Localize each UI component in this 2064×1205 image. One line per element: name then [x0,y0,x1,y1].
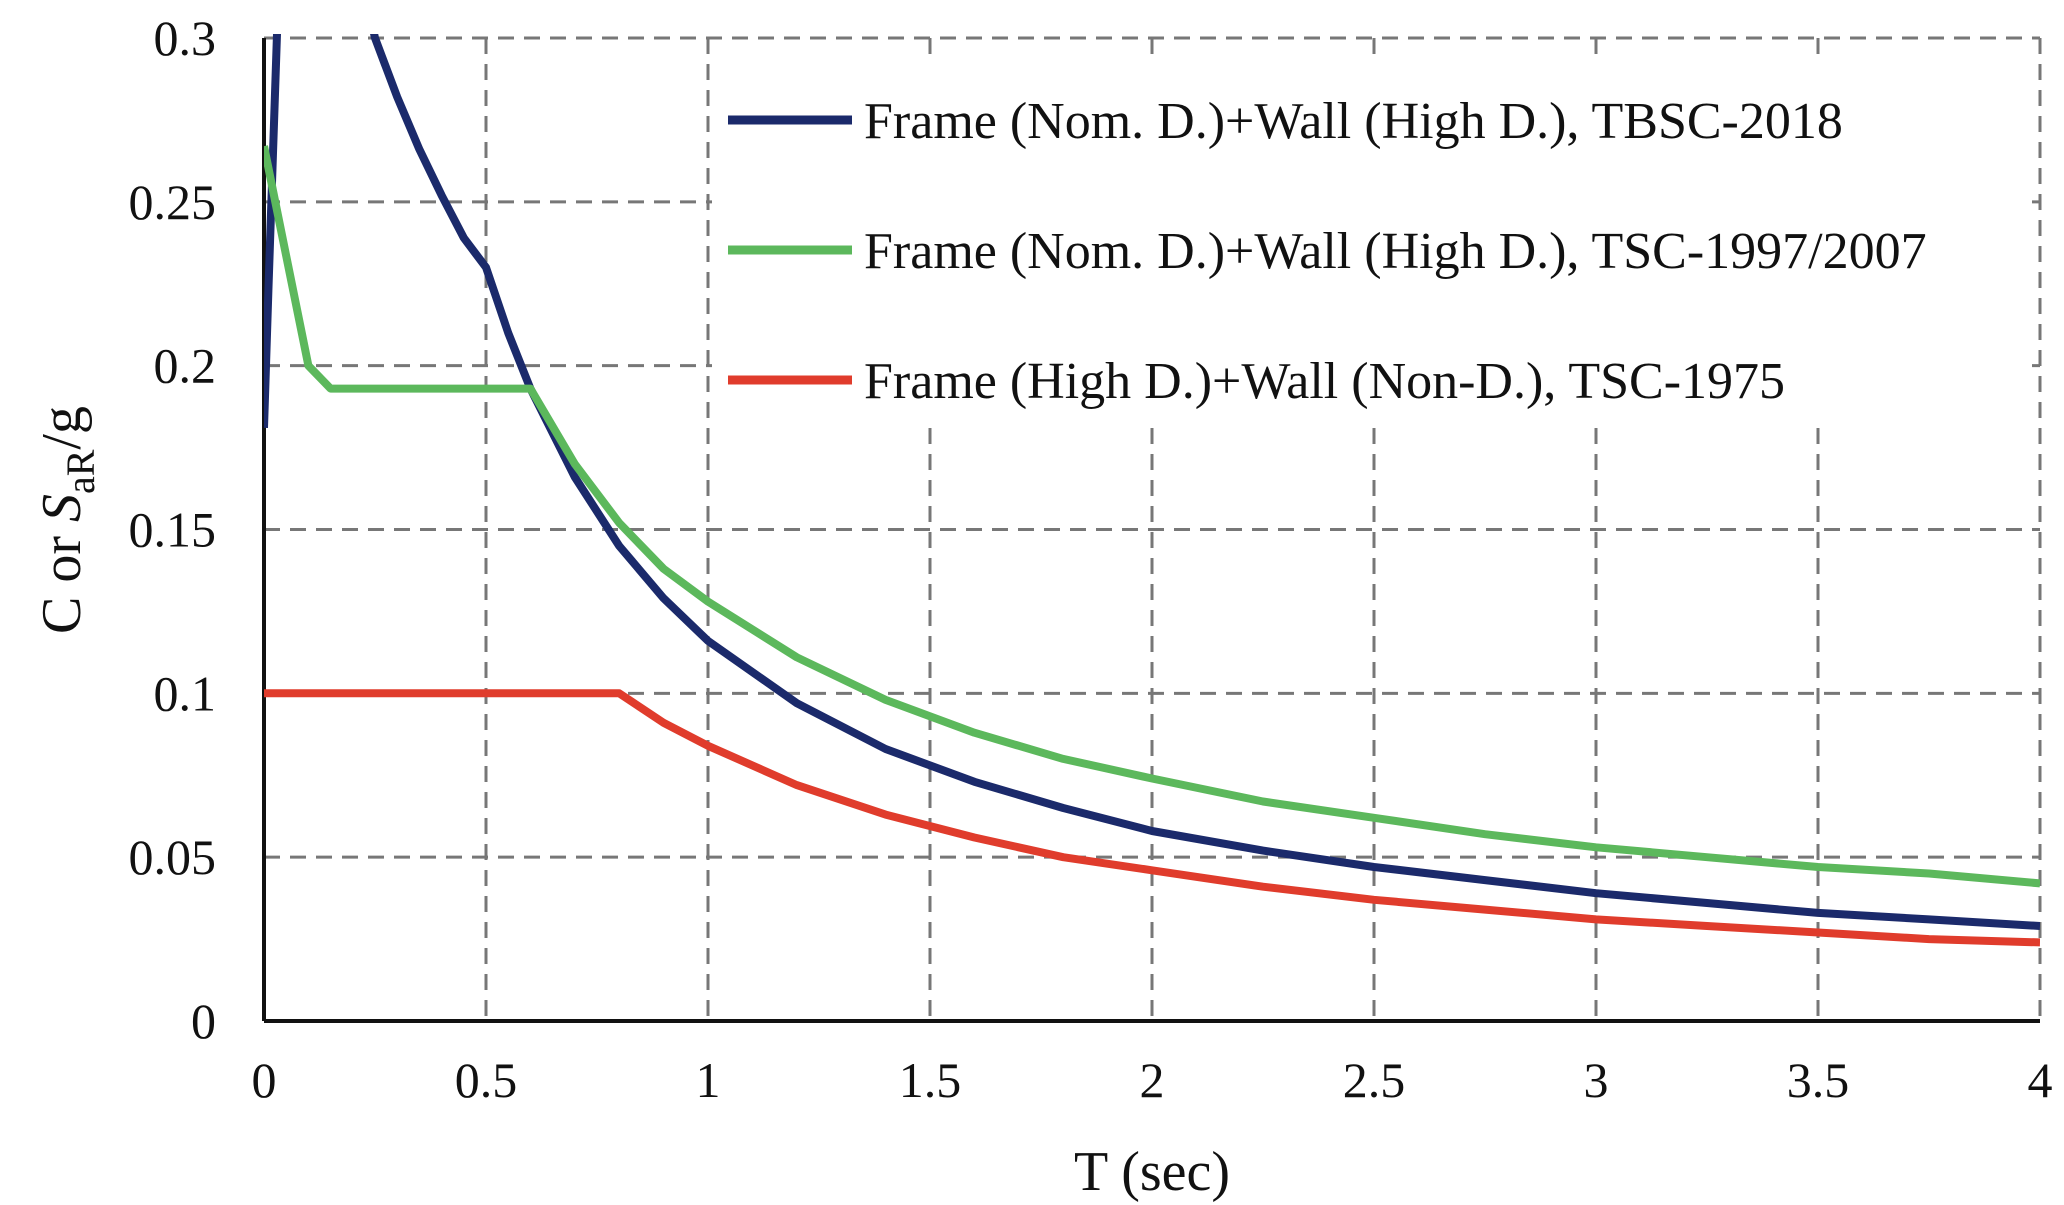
y-axis-title: C or SaR/g [31,406,103,634]
y-axis-title-suffix: /g [31,406,93,450]
x-tick-label: 1.5 [899,1052,962,1108]
x-tick-label: 1 [696,1052,721,1108]
legend: Frame (Nom. D.)+Wall (High D.), TBSC-201… [712,62,2030,422]
x-axis-title: T (sec) [1074,1141,1230,1203]
y-tick-label: 0.3 [154,10,217,66]
y-axis-title-prefix: C or [31,522,93,634]
series-line-2 [264,145,2040,888]
y-tick-label: 0.1 [154,665,217,721]
series-clip-group [264,34,2040,947]
x-tick-label: 3.5 [1787,1052,1850,1108]
legend-label: Frame (Nom. D.)+Wall (High D.), TBSC-201… [864,93,1843,150]
x-tick-label: 4 [2028,1052,2053,1108]
y-tick-label: 0.25 [129,174,217,230]
x-tick-label: 3 [1584,1052,1609,1108]
tick-labels: 0 0.5 1 1.5 2 2.5 3 3.5 4 0 0.05 0.1 0.15 0.2 0.25 0.3 [129,10,2053,1108]
y-tick-label: 0 [191,993,216,1049]
y-tick-label: 0.05 [129,829,217,885]
series-line-3 [264,689,2040,947]
axes-layer [262,38,2040,1023]
y-axis-title-italic: S [31,494,93,522]
x-tick-label: 0 [252,1052,277,1108]
series-lines [264,34,2040,947]
legend-background [712,62,2030,422]
y-tick-label: 0.15 [129,502,217,558]
legend-label: Frame (High D.)+Wall (Non-D.), TSC-1975 [864,353,1785,410]
y-axis-title-subscript: aR [58,449,103,494]
x-tick-label: 0.5 [455,1052,518,1108]
x-tick-label: 2 [1140,1052,1165,1108]
y-tick-label: 0.2 [154,338,217,394]
x-tick-label: 2.5 [1343,1052,1406,1108]
legend-label: Frame (Nom. D.)+Wall (High D.), TSC-1997… [864,223,1927,280]
